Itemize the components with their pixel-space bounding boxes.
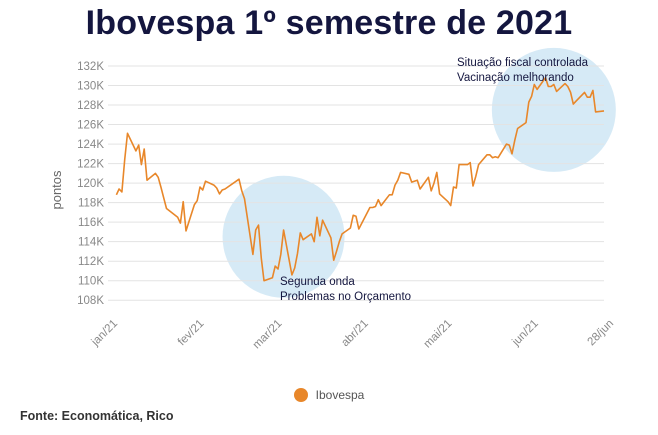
source-note: Fonte: Economática, Rico	[20, 409, 174, 423]
y-axis-ticks: 108K 110K 112K 114K 116K 118K 120K 122K 124K 126K…	[77, 61, 104, 307]
series-line-ibovespa	[115, 76, 605, 282]
y-tick-label: 128K	[77, 100, 104, 112]
x-tick-label: abr/21	[339, 318, 371, 350]
x-tick-label: 28/jun	[585, 318, 616, 349]
annotation-text: Vacinação melhorando	[457, 72, 574, 84]
annotation-text: Segunda onda	[280, 276, 355, 288]
y-tick-label: 122K	[77, 159, 104, 171]
x-tick-label: mai/21	[422, 318, 455, 351]
legend-entry-ibovespa: Ibovespa	[315, 388, 365, 402]
annotation-text: Problemas no Orçamento	[280, 291, 411, 303]
line-chart: 108K 110K 112K 114K 116K 118K 120K 122K 124K 126K…	[49, 47, 616, 352]
y-tick-label: 132K	[77, 61, 104, 73]
y-axis-label: pontos	[49, 170, 64, 210]
annotations: Segunda onda Problemas no Orçamento Situaç…	[280, 57, 589, 303]
y-tick-label: 120K	[77, 178, 104, 190]
y-tick-label: 112K	[78, 256, 104, 268]
legend-marker-icon	[293, 388, 308, 402]
y-tick-label: 130K	[77, 81, 104, 93]
legend: Ibovespa	[0, 388, 658, 402]
y-tick-label: 124K	[77, 139, 104, 151]
x-tick-label: mar/21	[251, 318, 285, 352]
y-tick-label: 110K	[78, 276, 104, 288]
chart-title: Ibovespa 1º semestre de 2021	[85, 4, 573, 42]
x-tick-label: jun/21	[510, 318, 541, 349]
y-tick-label: 108K	[77, 295, 104, 307]
annotation-text: Situação fiscal controlada	[457, 57, 589, 69]
x-tick-label: fev/21	[176, 318, 207, 349]
y-tick-label: 116K	[78, 217, 104, 229]
y-tick-label: 114K	[78, 237, 104, 249]
gridlines	[108, 65, 604, 301]
highlight-bubble	[491, 47, 616, 172]
y-tick-label: 126K	[77, 120, 104, 132]
x-tick-label: jan/21	[89, 318, 120, 349]
x-axis-ticks: jan/21 fev/21 mar/21 abr/21 mai/21 jun/21 28/j…	[89, 318, 616, 352]
y-tick-label: 118K	[78, 198, 104, 210]
